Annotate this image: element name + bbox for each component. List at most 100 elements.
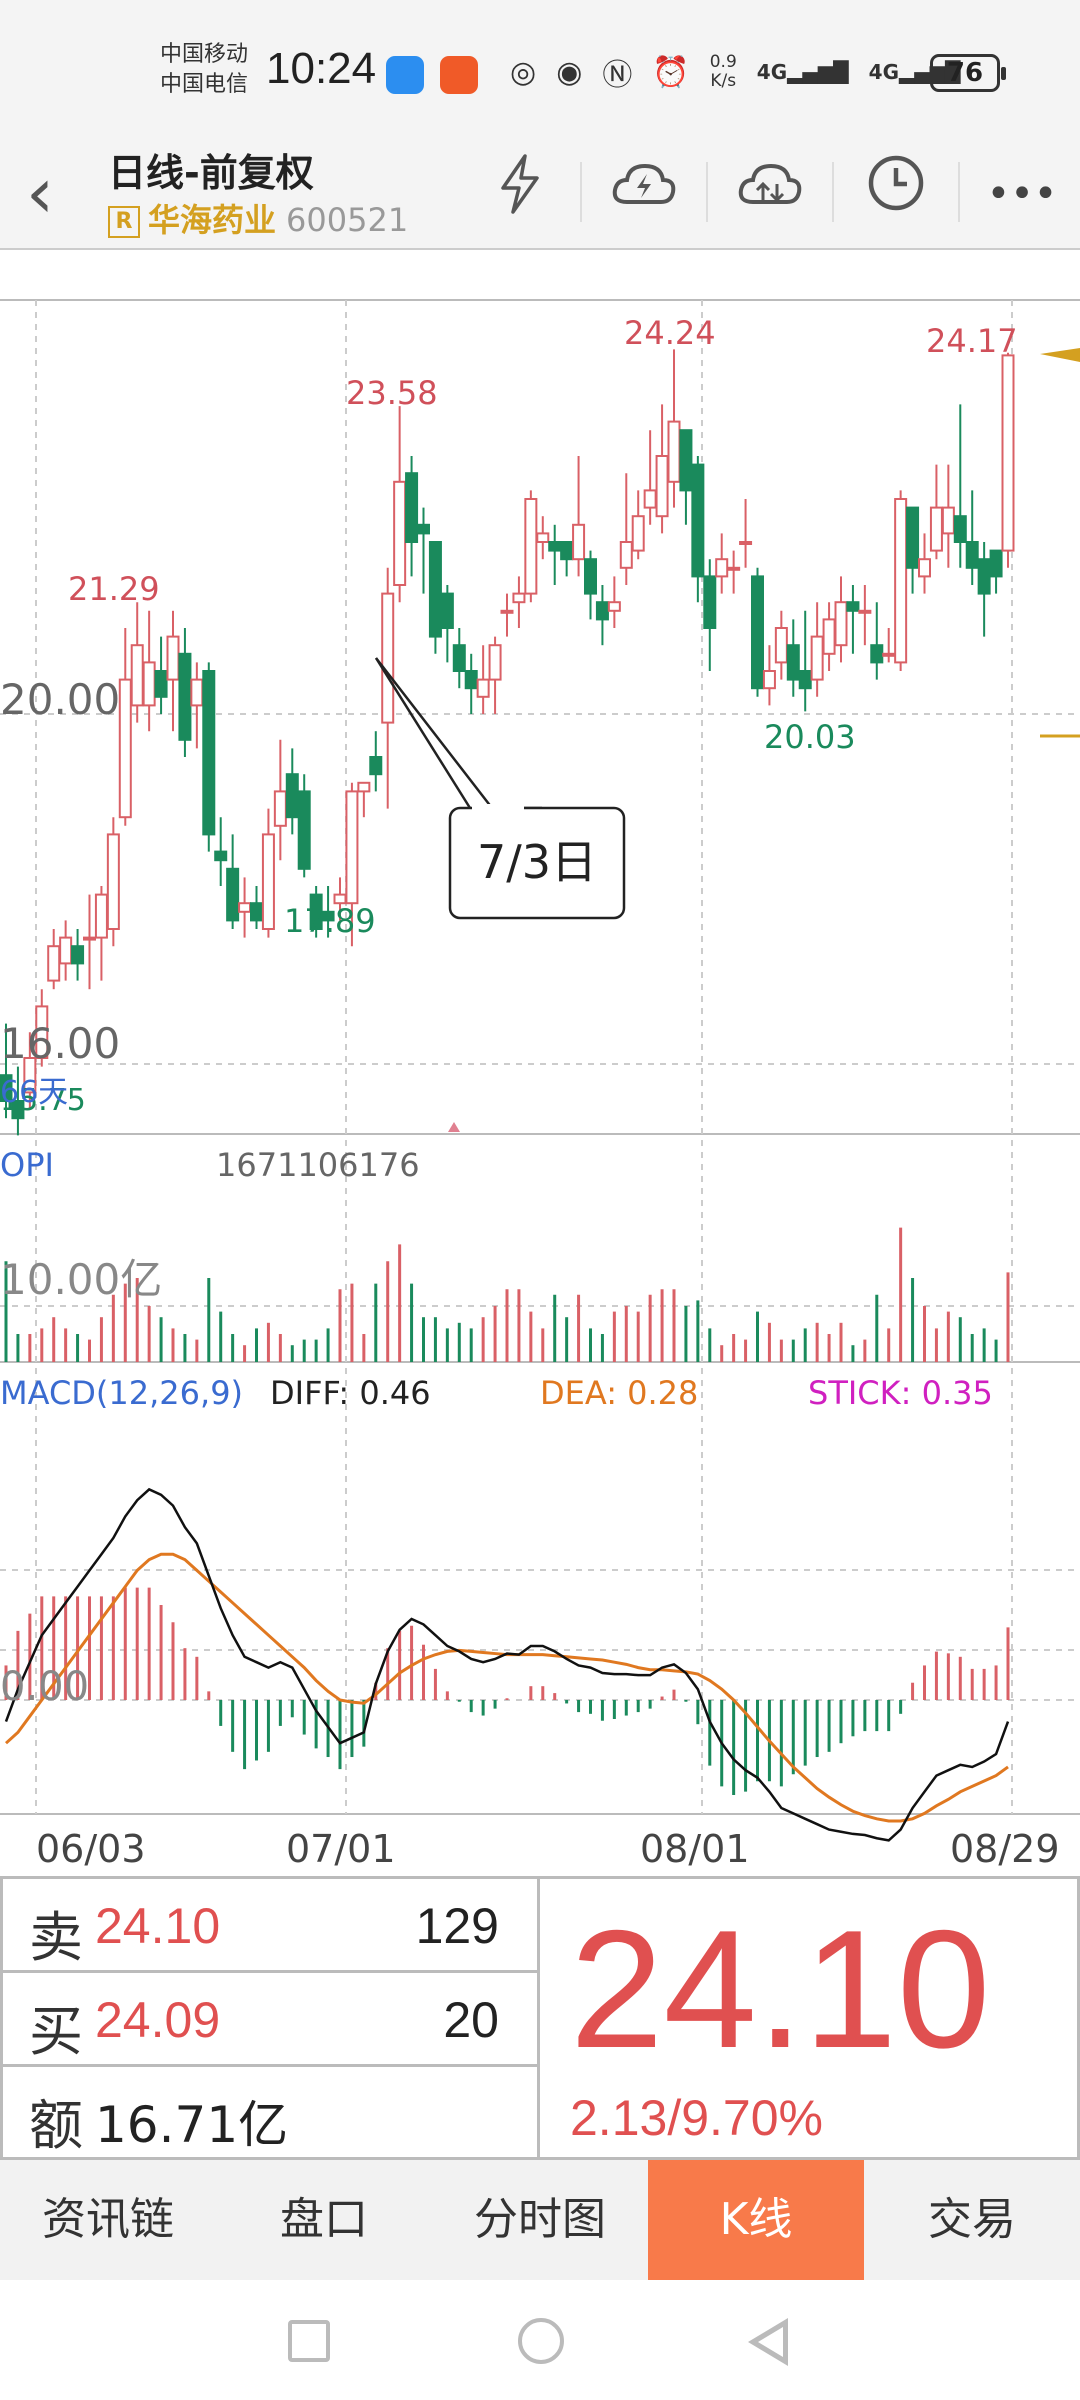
candle-body [464,670,478,690]
candle-body [846,601,860,612]
high-label-1: 21.29 [68,570,160,608]
candle-body [357,781,371,793]
candle-body [822,618,836,655]
eye-icon: ◉ [556,54,583,90]
separator [580,162,582,222]
candle-body [83,936,96,941]
candle-body [0,1074,13,1103]
tab-kline[interactable]: K线 [648,2160,864,2280]
alarm-icon: ⏰ [652,54,690,90]
candle-body [214,850,228,862]
sell-volume: 129 [415,1898,499,1954]
candle-body [810,635,824,681]
candle-body [595,601,609,621]
diff-line [4,1487,1010,1842]
cloud-upload-icon[interactable] [720,154,820,234]
candle-body [261,833,275,931]
candle-body [226,867,240,922]
tab-order-book[interactable]: 盘口 [280,2194,368,2245]
candle-body [250,902,263,922]
buy-row[interactable]: 买 24.09 20 [3,1973,537,2067]
volume-bars [4,1227,1010,1362]
candle-body [142,661,156,707]
amount-value: 16.71亿 [95,2096,289,2154]
candle-body [285,773,299,819]
sell-row[interactable]: 卖 24.10 129 [3,1879,537,1973]
candle-body [703,575,717,629]
ma-label: 66天 [0,1075,68,1110]
carrier-1: 中国移动 [160,42,249,67]
candle-body [524,498,538,595]
candle-body [35,1005,49,1060]
tab-trade[interactable]: 交易 [928,2194,1016,2245]
page-title: 日线-前复权 [108,151,314,195]
candle-body [918,558,931,578]
clock-icon[interactable] [846,154,946,234]
candle-body [715,558,729,578]
candle-body [202,670,216,836]
volume-axis-label: 10.00亿 [0,1255,162,1304]
candle-body [118,678,132,819]
candle-body [417,523,430,535]
candle-body [106,833,120,931]
order-book: 卖 24.10 129 买 24.09 20 额 16.71亿 [0,1876,540,2160]
page-header: ‹ 日线-前复权 R 华海药业 600521 ••• [0,140,1080,250]
sell-price: 24.10 [95,1898,221,1954]
stock-info[interactable]: R 华海药业 600521 [108,195,408,241]
candle-body [23,1057,37,1094]
dea-line [4,1552,1009,1823]
candle-body [94,893,108,939]
lightning-icon[interactable] [470,154,570,234]
candle-body [47,945,61,982]
axis-label-20: 20.00 [0,675,120,724]
candle-body [965,541,979,569]
candle-body [154,670,168,698]
volume-value: 1671106176 [216,1146,420,1184]
candle-body [548,541,562,552]
stick-value: STICK: 0.35 [808,1374,993,1412]
candle-body [321,910,335,922]
tab-intraday[interactable]: 分时图 [474,2194,606,2245]
ma-value: 15.75 [0,1083,86,1118]
candle-body [130,644,144,707]
stock-chart[interactable]: 21.29 23.58 24.24 24.17 17.89 20.03 20.0… [0,296,1080,1876]
candle-body [572,523,586,561]
candle-body [631,515,645,552]
buy-volume: 20 [443,1992,499,2048]
home-icon[interactable] [518,2318,564,2364]
candle-body [476,678,490,698]
date-label-3: 08/01 [640,1827,750,1871]
recents-icon[interactable] [288,2320,330,2362]
candle-body [11,1100,25,1120]
status-icons: ◎ ◉ Ⓝ ⏰ 0.9 K/s 4G▂▄▆█ 4G▂▄▆█ [510,50,961,94]
more-icon[interactable]: ••• [986,171,1058,217]
date-callout: 7/3日 [374,657,626,920]
amount-row: 额 16.71亿 [3,2067,537,2161]
back-icon[interactable] [748,2318,788,2366]
candle-body [739,541,753,545]
candle-body [941,506,955,535]
cloud-sync-icon[interactable] [594,154,694,234]
battery-icon: 76 [930,54,1006,92]
low-label-1: 17.89 [284,902,376,940]
candle-body [190,678,204,707]
net-label-2: 4G [868,60,899,84]
bottom-tabs: 资讯链 盘口 分时图 K线 交易 [0,2160,1080,2280]
candle-body [679,429,693,492]
back-arrow-icon[interactable]: ‹ [26,152,54,234]
candle-body [500,609,514,614]
candle-body [906,506,920,569]
diff-value: DIFF: 0.46 [270,1374,431,1412]
candle-body [584,558,597,595]
candle-body [655,455,669,518]
candle-body [953,515,967,543]
r-badge-icon: R [108,206,140,238]
candle-body [762,670,776,690]
current-price: 24.10 [570,1895,991,2083]
price-box: 24.10 2.13/9.70% [540,1876,1080,2160]
candle-body [882,652,896,657]
tab-news-chain[interactable]: 资讯链 [42,2194,174,2245]
speed-unit: K/s [710,71,737,91]
nfc-icon: ◎ [510,54,537,90]
chat-app-icon [386,56,424,94]
